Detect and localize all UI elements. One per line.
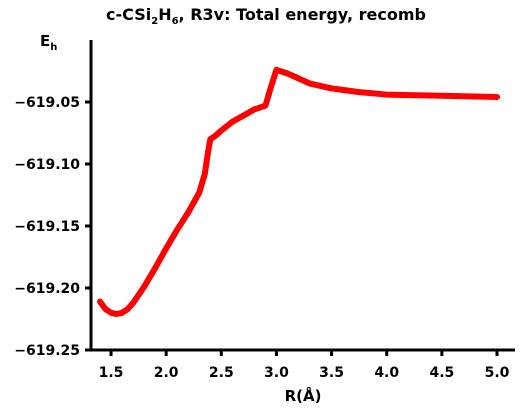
y-tick-label: −619.25 (14, 343, 80, 359)
y-tick-label: −619.10 (14, 157, 80, 173)
x-tick-label: 5.0 (485, 365, 510, 381)
chart-title-suffix: , R3v: Total energy, recomb (179, 5, 426, 24)
x-tick-label: 3.5 (319, 365, 344, 381)
chart-title-sub1: 2 (151, 16, 158, 27)
y-axis-label-sub: h (50, 42, 57, 53)
chart-title: c-CSi2H6, R3v: Total energy, recomb (106, 5, 426, 27)
y-axis-label: Eh (40, 32, 57, 53)
y-tick-label: −619.05 (14, 95, 80, 111)
y-tick-label: −619.20 (14, 281, 80, 297)
y-ticks: −619.05 −619.10 −619.15 −619.20 −619.25 (14, 95, 91, 359)
chart-title-prefix: c-CSi (106, 5, 151, 24)
x-tick-label: 3.0 (264, 365, 289, 381)
chart-title-sub2: 6 (172, 16, 179, 27)
x-tick-label: 4.0 (374, 365, 399, 381)
energy-curve (97, 66, 500, 317)
y-tick-label: −619.15 (14, 219, 80, 235)
x-tick-label: 4.5 (429, 365, 454, 381)
x-tick-label: 1.5 (99, 365, 124, 381)
chart-title-mid: H (158, 5, 171, 24)
x-tick-label: 2.0 (154, 365, 179, 381)
x-tick-label: 2.5 (209, 365, 234, 381)
x-ticks: 1.5 2.0 2.5 3.0 3.5 4.0 4.5 5.0 (99, 350, 510, 381)
y-axis-label-main: E (40, 32, 50, 50)
x-axis-label: R(Å) (285, 386, 322, 405)
